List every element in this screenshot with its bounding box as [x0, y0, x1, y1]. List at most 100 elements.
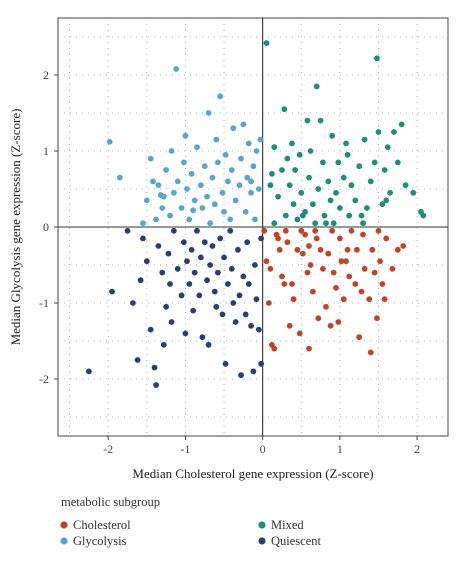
point-quiescent: [201, 239, 208, 246]
point-quiescent: [151, 364, 158, 371]
point-cholesterol: [312, 227, 319, 234]
point-quiescent: [143, 258, 150, 265]
point-cholesterol: [319, 265, 326, 272]
point-glycolysis: [250, 163, 257, 170]
point-glycolysis: [236, 182, 243, 189]
point-quiescent: [248, 322, 254, 329]
legend-label-quiescent: Quiescent: [271, 534, 322, 548]
point-mixed: [367, 178, 374, 185]
point-glycolysis: [194, 144, 200, 151]
point-quiescent: [186, 281, 193, 287]
point-mixed: [263, 40, 270, 46]
point-cholesterol: [289, 281, 295, 287]
point-cholesterol: [304, 269, 311, 276]
point-cholesterol: [375, 227, 382, 234]
point-glycolysis: [186, 216, 193, 223]
y-tick-label: -1: [39, 296, 49, 310]
y-tick-label: 0: [43, 220, 49, 234]
point-cholesterol: [279, 273, 285, 280]
point-cholesterol: [379, 281, 386, 287]
point-mixed: [346, 212, 353, 219]
point-mixed: [360, 220, 366, 227]
point-quiescent: [130, 300, 136, 306]
point-mixed: [340, 174, 347, 181]
point-quiescent: [225, 281, 231, 287]
point-glycolysis: [238, 155, 244, 162]
point-mixed: [358, 212, 365, 219]
point-quiescent: [230, 300, 237, 306]
x-axis-ticks: -2 -1 0 1 2: [103, 436, 420, 456]
point-glycolysis: [211, 201, 218, 208]
point-quiescent: [205, 341, 212, 348]
point-glycolysis: [180, 159, 187, 166]
point-quiescent: [217, 235, 224, 242]
point-cholesterol: [323, 303, 329, 310]
point-mixed: [375, 129, 382, 135]
point-cholesterol: [371, 269, 378, 276]
point-quiescent: [242, 311, 249, 318]
point-glycolysis: [214, 159, 221, 166]
point-cholesterol: [298, 227, 305, 234]
point-quiescent: [140, 235, 146, 242]
point-cholesterol: [267, 265, 274, 272]
point-cholesterol: [276, 246, 283, 253]
point-cholesterol: [343, 258, 349, 265]
point-glycolysis: [153, 216, 159, 223]
point-glycolysis: [219, 189, 226, 196]
point-mixed: [384, 144, 391, 151]
point-glycolysis: [240, 121, 247, 128]
point-cholesterol: [374, 315, 380, 322]
x-tick-label: 0: [260, 442, 266, 456]
point-quiescent: [228, 265, 235, 272]
point-quiescent: [211, 288, 218, 295]
point-quiescent: [190, 307, 197, 314]
point-mixed: [323, 220, 329, 227]
point-mixed: [286, 182, 293, 189]
point-quiescent: [155, 243, 162, 249]
point-cholesterol: [344, 246, 351, 253]
point-mixed: [410, 189, 417, 196]
y-tick-label: -2: [39, 372, 49, 386]
point-cholesterol: [338, 258, 345, 265]
point-cholesterol: [329, 227, 336, 234]
legend: metabolic subgroup Cholesterol Mixed Gly…: [60, 495, 322, 548]
point-glycolysis: [190, 207, 197, 214]
point-mixed: [364, 205, 370, 211]
point-cholesterol: [356, 334, 363, 341]
point-glycolysis: [182, 132, 189, 139]
point-glycolysis: [167, 212, 173, 219]
point-cholesterol: [353, 246, 360, 253]
point-cholesterol: [377, 258, 383, 265]
point-glycolysis: [170, 189, 177, 196]
point-mixed: [379, 201, 386, 208]
point-cholesterol: [330, 269, 337, 276]
point-glycolysis: [257, 136, 264, 143]
point-cholesterol: [307, 262, 314, 268]
point-mixed: [394, 159, 401, 166]
point-quiescent: [209, 243, 216, 249]
point-mixed: [348, 182, 355, 189]
point-quiescent: [253, 296, 260, 303]
point-glycolysis: [227, 216, 234, 223]
point-quiescent: [153, 382, 159, 388]
point-cholesterol: [389, 265, 396, 272]
point-quiescent: [85, 368, 92, 375]
point-mixed: [371, 159, 378, 166]
point-cholesterol: [261, 227, 268, 234]
legend-label-mixed: Mixed: [271, 518, 304, 532]
point-quiescent: [213, 303, 220, 310]
point-quiescent: [178, 292, 185, 299]
point-cholesterol: [309, 288, 316, 295]
legend-label-glycolysis: Glycolysis: [73, 534, 127, 548]
point-glycolysis: [140, 220, 146, 227]
point-mixed: [336, 205, 343, 211]
point-mixed: [304, 117, 311, 124]
point-glycolysis: [222, 151, 229, 158]
reference-lines: [58, 18, 448, 436]
point-mixed: [315, 186, 322, 192]
point-mixed: [282, 212, 289, 219]
point-glycolysis: [228, 167, 235, 173]
point-glycolysis: [178, 205, 185, 211]
point-quiescent: [159, 269, 166, 276]
point-mixed: [398, 121, 405, 128]
